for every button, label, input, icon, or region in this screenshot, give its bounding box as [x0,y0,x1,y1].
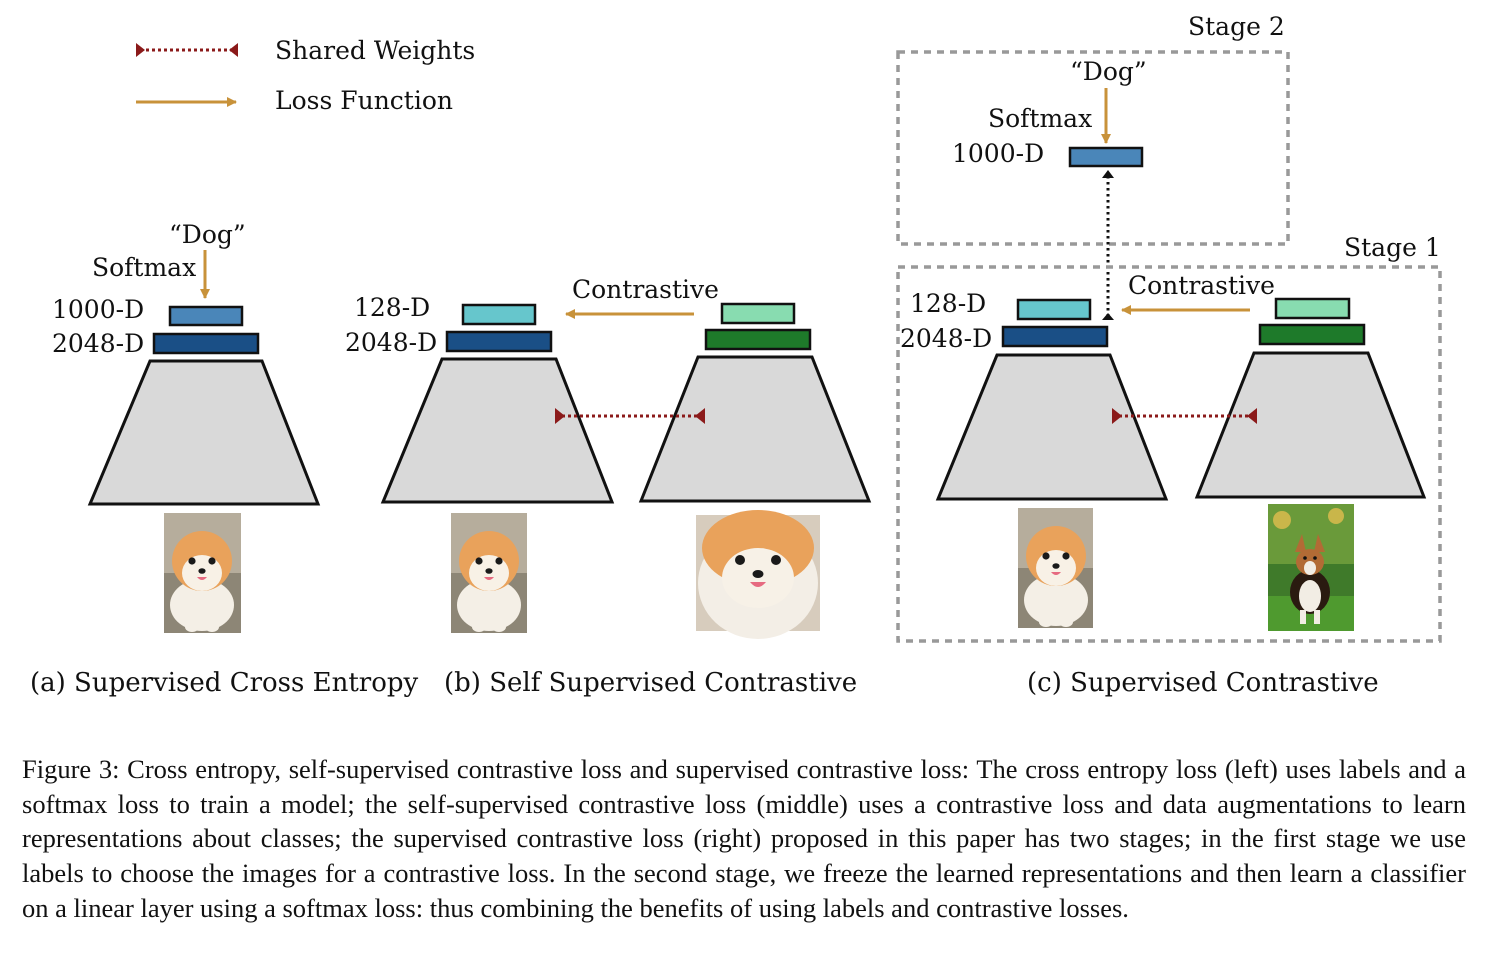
encoder-left [935,353,1169,501]
dim-2048d-label: 2048-D [52,329,144,358]
legend-shared-weights-label: Shared Weights [275,36,475,65]
layer-1000d [168,305,244,327]
stage1-label: Stage 1 [1344,233,1441,262]
dog-label: “Dog” [169,220,246,249]
dim-1000d-label: 1000-D [952,139,1044,168]
encoder-right [638,355,872,503]
legend-loss-function-label: Loss Function [275,86,453,115]
dog-image [451,513,527,633]
layer-2048d [445,330,553,353]
stage2-box [896,50,1290,246]
shared-weights-icon [136,43,238,57]
layer-2048d [1001,325,1109,348]
layer-2048d [152,332,260,355]
encoder [87,359,321,506]
dog-image [164,513,241,633]
shared-weights-connector [555,408,705,424]
panel-a-caption: (a) Supervised Cross Entropy [30,668,419,698]
layer-1000d [1068,146,1144,168]
dog-label: “Dog” [1070,57,1147,86]
figure-diagram: Shared Weights Loss Function “Dog” Softm… [30,12,1442,698]
panel-b: 128-D 2048-D Contrastive [345,275,872,698]
dog-closeup-image [696,510,820,639]
layer-128d-right [1274,297,1351,320]
layer-2048d-right [1258,323,1366,346]
shared-weights-connector [1112,408,1257,424]
softmax-label: Softmax [988,104,1092,133]
encoder-right [1194,351,1427,499]
figure-caption: Figure 3: Cross entropy, self-supervised… [22,754,1466,923]
dog-image [1018,508,1093,628]
panel-c-caption: (c) Supervised Contrastive [1027,668,1379,698]
legend: Shared Weights Loss Function [136,36,475,115]
dim-128d-label: 128-D [910,289,986,318]
panel-b-caption: (b) Self Supervised Contrastive [444,668,857,698]
panel-a: “Dog” Softmax 1000-D 2048-D (a) Supervis… [30,220,419,698]
corgi-image [1268,504,1354,631]
stage1-box [896,265,1442,643]
dim-2048d-label: 2048-D [900,324,992,353]
softmax-label: Softmax [92,253,196,282]
contrastive-label: Contrastive [572,275,719,304]
stage2-label: Stage 2 [1188,12,1285,41]
encoder-left [380,357,615,504]
dim-1000d-label: 1000-D [52,295,144,324]
dim-2048d-label: 2048-D [345,328,437,357]
layer-128d-right [720,302,796,325]
panel-c: Stage 2 “Dog” Softmax 1000-D Stage 1 128… [896,12,1442,698]
layer-128d [461,303,537,326]
contrastive-label: Contrastive [1128,271,1275,300]
dim-128d-label: 128-D [354,293,430,322]
layer-128d [1016,298,1092,321]
layer-2048d-right [704,328,812,351]
